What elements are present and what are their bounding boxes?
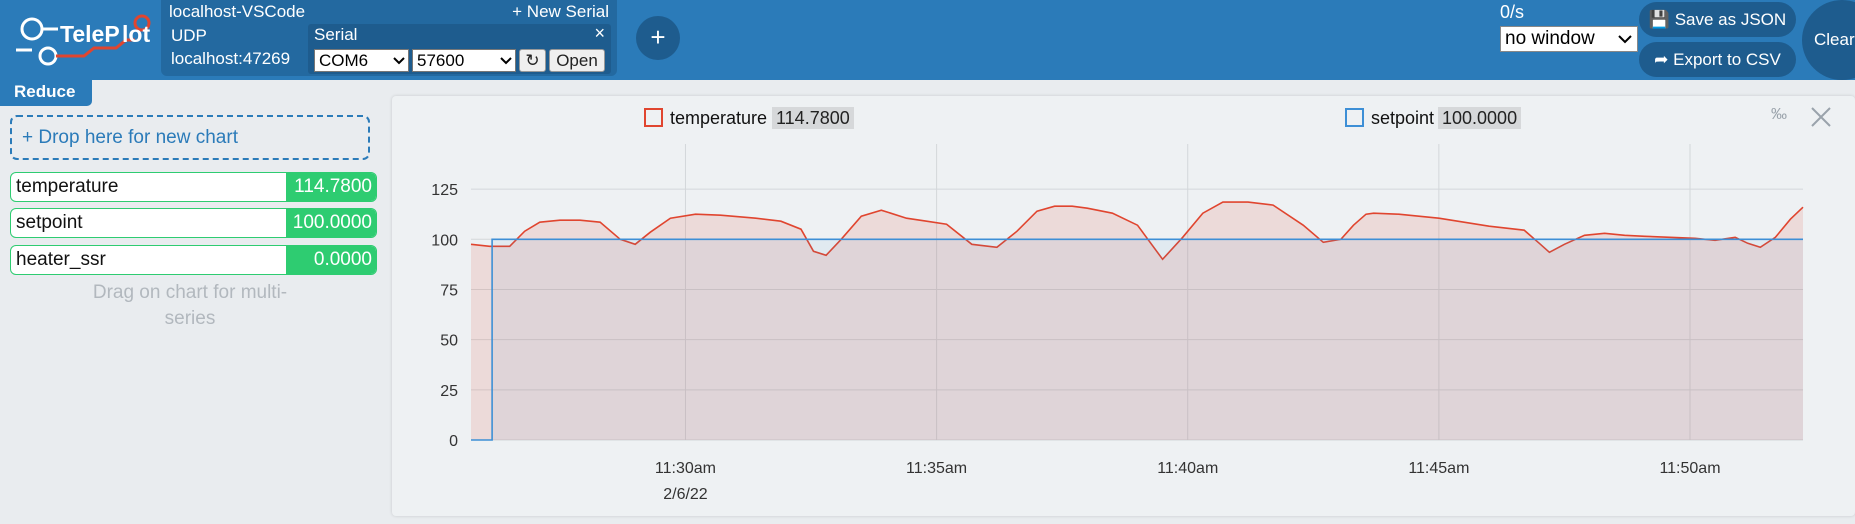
export-csv-label: Export to CSV <box>1673 50 1781 69</box>
baud-select-value: 57600 <box>417 51 465 70</box>
udp-address: localhost:47269 <box>171 49 291 68</box>
series-line-setpoint <box>471 238 1803 441</box>
save-json-button[interactable]: 💾 Save as JSON <box>1639 2 1796 37</box>
chevron-down-icon <box>1618 35 1632 44</box>
variable-row-heater-ssr[interactable]: heater_ssr 0.0000 <box>10 245 377 275</box>
plot-area[interactable]: 0 25 50 75 100 125 11:30am 11:35am 11:40am 11:45a… <box>392 96 1855 516</box>
reduce-button[interactable]: Reduce <box>0 80 92 106</box>
refresh-icon: ↻ <box>525 51 540 70</box>
udp-label: UDP <box>171 26 207 45</box>
variable-row-setpoint[interactable]: setpoint 100.0000 <box>10 208 377 238</box>
teleplot-logo: TeleP lot <box>14 10 156 68</box>
new-chart-drop-zone[interactable]: + Drop here for new chart <box>10 115 370 160</box>
udp-input: UDP localhost:47269 <box>167 24 307 72</box>
clear-button[interactable]: Clear <box>1802 0 1855 80</box>
y-tick-label: 50 <box>440 333 458 350</box>
connection-panel: localhost-VSCode + New Serial UDP localh… <box>161 0 617 76</box>
variable-name: setpoint <box>16 212 83 233</box>
legend-swatch <box>1345 108 1364 127</box>
x-tick-label: 11:35am <box>906 460 967 477</box>
legend-name: temperature <box>670 108 768 128</box>
series-area-setpoint <box>471 239 1803 440</box>
save-json-label: Save as JSON <box>1674 10 1787 29</box>
legend-value: 100.0000 <box>1438 107 1522 129</box>
x-tick-label: 11:30am <box>655 460 716 477</box>
series-area-temperature <box>471 202 1803 440</box>
baud-select[interactable]: 57600 <box>412 49 516 72</box>
window-select-value: no window <box>1505 28 1595 49</box>
variable-name: heater_ssr <box>16 249 106 270</box>
y-tick-label: 100 <box>431 232 458 249</box>
y-tick-label: 25 <box>440 383 458 400</box>
open-serial-button[interactable]: Open <box>549 49 605 72</box>
variable-value: 114.7800 <box>286 173 376 201</box>
add-connection-button[interactable]: + <box>636 16 680 60</box>
variable-value: 0.0000 <box>286 246 376 274</box>
drag-hint: Drag on chart for multi-series <box>92 282 288 329</box>
y-tick-label: 75 <box>440 282 458 299</box>
permille-icon[interactable]: ‰ <box>1771 106 1787 123</box>
share-arrow-icon: ➦ <box>1654 50 1674 69</box>
chevron-down-icon <box>393 57 405 65</box>
series-line-temperature <box>470 201 1804 261</box>
port-select[interactable]: COM6 <box>314 49 409 72</box>
y-tick-label: 0 <box>449 433 458 450</box>
x-tick-label: 11:50am <box>1659 460 1720 477</box>
y-tick-label: 125 <box>431 182 458 199</box>
x-tick-label: 11:45am <box>1408 460 1469 477</box>
variable-row-temperature[interactable]: temperature 114.7800 <box>10 172 377 202</box>
chart-panel: temperature 114.7800 setpoint 100.0000 ‰… <box>392 96 1855 516</box>
close-chart-icon[interactable] <box>1810 106 1832 128</box>
chevron-down-icon <box>500 57 512 65</box>
logo-text: TeleP <box>60 21 120 47</box>
export-csv-button[interactable]: ➦ Export to CSV <box>1639 42 1796 77</box>
top-bar: TeleP lot localhost-VSCode + New Serial … <box>0 0 1855 80</box>
window-select[interactable]: no window <box>1500 26 1638 52</box>
legend-name: setpoint <box>1371 108 1435 128</box>
new-serial-button[interactable]: + New Serial <box>512 2 609 21</box>
tick-labels: 0 25 50 75 100 125 11:30am 11:35am 11:40am 11:45a… <box>431 182 1720 503</box>
floppy-disk-icon: 💾 <box>1648 10 1675 29</box>
port-select-value: COM6 <box>319 51 369 70</box>
serial-close-icon[interactable]: × <box>594 23 605 43</box>
x-tick-label: 11:40am <box>1157 460 1218 477</box>
serial-input: Serial × COM6 57600 ↻ Open <box>308 23 611 74</box>
refresh-ports-button[interactable]: ↻ <box>519 49 546 72</box>
svg-text:lot: lot <box>122 21 150 47</box>
connection-title: localhost-VSCode <box>169 2 306 21</box>
legend-swatch <box>644 108 663 127</box>
variable-value: 100.0000 <box>286 209 376 237</box>
series-layer <box>470 201 1804 441</box>
data-rate: 0/s <box>1500 2 1525 22</box>
variable-name: temperature <box>16 176 119 197</box>
serial-title: Serial <box>314 25 358 44</box>
legend-value: 114.7800 <box>772 107 854 129</box>
x-date-label: 2/6/22 <box>663 486 708 503</box>
